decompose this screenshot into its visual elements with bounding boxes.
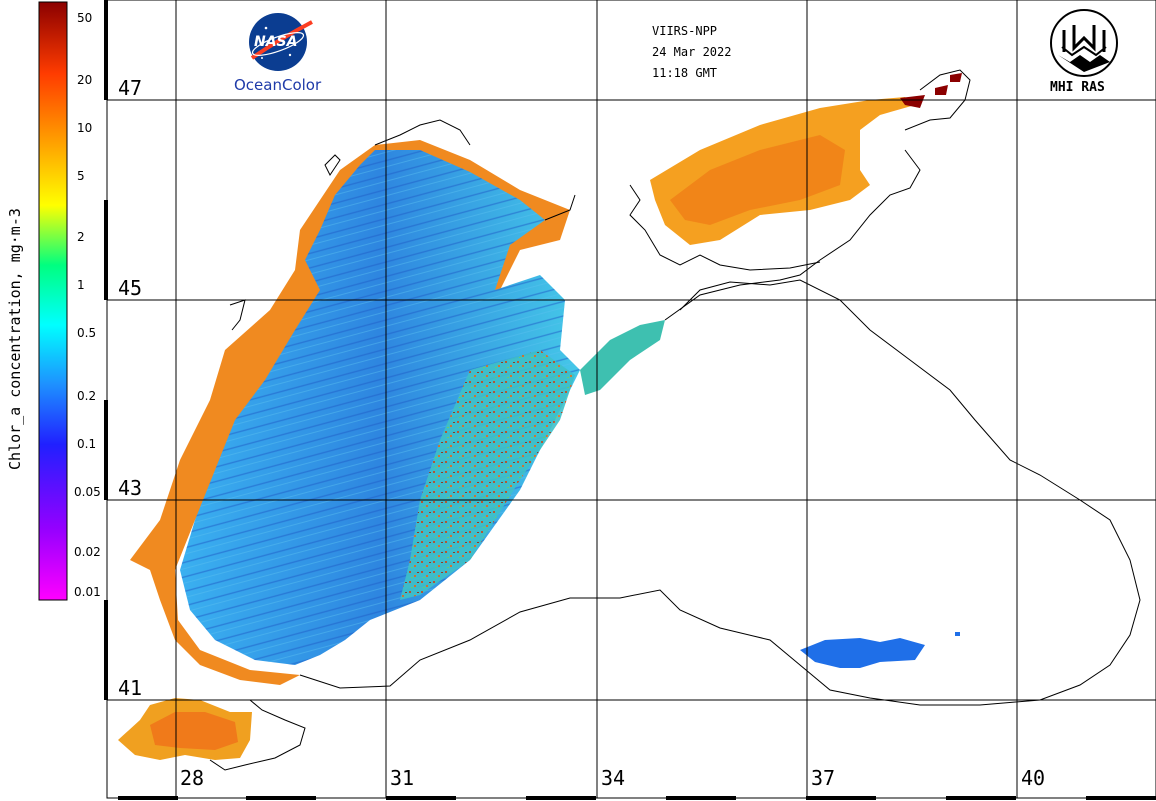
nasa-logo	[249, 13, 313, 71]
eastern-sea-speck	[955, 632, 960, 636]
graticule	[107, 0, 1156, 798]
colorbar-tick: 20	[77, 73, 93, 87]
latitude-label: 47	[116, 76, 145, 100]
colorbar-tick: 10	[77, 121, 93, 135]
mhi-logo	[1050, 9, 1118, 77]
taganrog-bay	[900, 73, 962, 108]
latitude-label: 43	[116, 476, 145, 500]
colorbar-gradient	[38, 1, 68, 601]
eastern-sea-patch	[800, 638, 925, 668]
colorbar-tick: 0.02	[74, 545, 101, 559]
longitude-label: 28	[178, 766, 207, 790]
longitude-label: 34	[599, 766, 628, 790]
colorbar-tick: 2	[77, 230, 85, 244]
colorbar	[38, 1, 68, 601]
colorbar-tick: 50	[77, 11, 93, 25]
colorbar-tick: 0.5	[77, 326, 97, 340]
longitude-label: 31	[388, 766, 417, 790]
crimea-south-streak	[580, 320, 665, 395]
bottom-ruler	[118, 796, 1156, 800]
latitude-label: 45	[116, 276, 145, 300]
longitude-label: 40	[1019, 766, 1048, 790]
latitude-label: 41	[116, 676, 145, 700]
left-ruler	[104, 0, 108, 700]
mhi-caption: MHI RAS	[1050, 80, 1105, 95]
coastlines	[209, 69, 1141, 771]
nasa-caption: OceanColor	[234, 76, 322, 94]
acquisition-time: 11:18 GMT	[652, 66, 718, 80]
nasa-logo-text: NASA	[254, 34, 298, 50]
longitude-label: 37	[809, 766, 838, 790]
map-frame	[106, 0, 1156, 799]
colorbar-tick: 0.01	[74, 585, 101, 599]
colorbar-tick: 0.1	[77, 437, 97, 451]
azov-sea-inner	[670, 135, 845, 225]
colorbar-tick: 5	[77, 169, 85, 183]
colorbar-title-text: Chlor_a concentration, mg·m-3	[6, 208, 24, 470]
marmara-sea-inner	[150, 712, 238, 750]
colorbar-tick: 0.05	[74, 485, 101, 499]
satellite-name: VIIRS-NPP	[652, 24, 718, 38]
colorbar-tick: 1	[77, 278, 85, 292]
colorbar-tick: 0.2	[77, 389, 97, 403]
acquisition-date: 24 Mar 2022	[652, 45, 732, 59]
speckled-chlorophyll-band	[400, 350, 575, 600]
